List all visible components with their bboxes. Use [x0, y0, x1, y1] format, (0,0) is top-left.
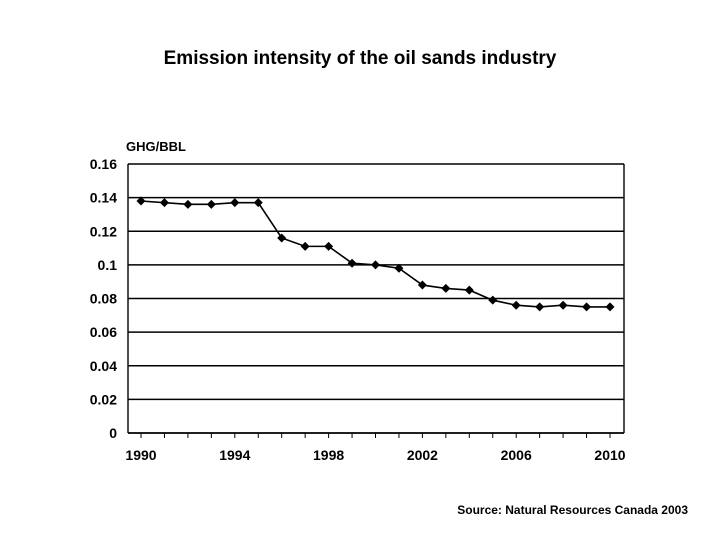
- series-line: [140, 200, 610, 308]
- x-tick-label: 2010: [594, 447, 625, 463]
- y-tick-label: 0.14: [90, 190, 117, 206]
- data-series: [136, 196, 615, 312]
- y-tick-label: 0.02: [90, 391, 117, 407]
- data-point-marker: [253, 198, 263, 208]
- data-point-marker: [488, 295, 498, 305]
- data-point-marker: [558, 300, 568, 310]
- y-tick-label: 0: [109, 425, 117, 441]
- y-tick-label: 0.04: [90, 358, 117, 374]
- data-point-marker: [582, 302, 592, 312]
- data-point-marker: [159, 198, 169, 208]
- chart-title: Emission intensity of the oil sands indu…: [163, 48, 557, 69]
- data-point-marker: [394, 263, 404, 273]
- y-tick-labels: 0 0.02 0.04 0.06 0.08 0.1 0.12 0.14 0.16: [90, 156, 117, 441]
- data-point-marker: [441, 283, 451, 293]
- data-point-marker: [417, 280, 427, 290]
- x-tick-label: 1998: [313, 447, 344, 463]
- data-point-marker: [605, 302, 615, 312]
- data-point-marker: [136, 196, 146, 206]
- source-note: Source: Natural Resources Canada 2003: [457, 503, 688, 517]
- data-point-marker: [183, 199, 193, 209]
- x-tick-label: 2002: [407, 447, 438, 463]
- data-point-marker: [464, 285, 474, 295]
- data-point-marker: [206, 199, 216, 209]
- x-tick-labels: 1990 1994 1998 2002 2006 2010: [125, 447, 625, 463]
- data-point-marker: [511, 300, 521, 310]
- x-tick-label: 1994: [219, 447, 250, 463]
- y-tick-label: 0.08: [90, 291, 117, 307]
- x-tick-label: 2006: [501, 447, 532, 463]
- y-axis-label: GHG/BBL: [126, 139, 186, 154]
- data-point-marker: [300, 241, 310, 251]
- data-point-marker: [230, 198, 240, 208]
- data-point-marker: [324, 241, 334, 251]
- y-tick-label: 0.12: [90, 223, 117, 239]
- x-tick-label: 1990: [125, 447, 156, 463]
- data-point-marker: [535, 302, 545, 312]
- data-point-marker: [371, 260, 380, 270]
- data-point-marker: [347, 258, 357, 268]
- y-tick-label: 0.1: [98, 257, 118, 273]
- y-tick-label: 0.16: [90, 156, 117, 172]
- data-point-marker: [277, 233, 287, 243]
- y-tick-label: 0.06: [90, 324, 117, 340]
- axes: [127, 164, 625, 438]
